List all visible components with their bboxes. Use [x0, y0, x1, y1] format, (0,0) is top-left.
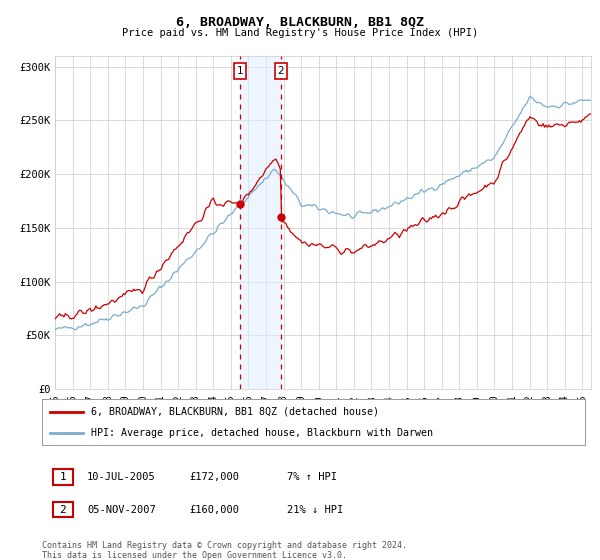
Bar	[240, 56, 281, 389]
Text: Price paid vs. HM Land Registry's House Price Index (HPI): Price paid vs. HM Land Registry's House …	[122, 28, 478, 38]
Text: 1: 1	[59, 472, 67, 482]
Text: 7% ↑ HPI: 7% ↑ HPI	[287, 472, 337, 482]
Text: 21% ↓ HPI: 21% ↓ HPI	[287, 505, 343, 515]
Text: £172,000: £172,000	[189, 472, 239, 482]
Text: 10-JUL-2005: 10-JUL-2005	[87, 472, 156, 482]
Text: Contains HM Land Registry data © Crown copyright and database right 2024.
This d: Contains HM Land Registry data © Crown c…	[42, 541, 407, 560]
Text: 6, BROADWAY, BLACKBURN, BB1 8QZ: 6, BROADWAY, BLACKBURN, BB1 8QZ	[176, 16, 424, 29]
Text: 1: 1	[237, 66, 244, 76]
Text: 2: 2	[277, 66, 284, 76]
Text: HPI: Average price, detached house, Blackburn with Darwen: HPI: Average price, detached house, Blac…	[91, 428, 433, 438]
Text: 6, BROADWAY, BLACKBURN, BB1 8QZ (detached house): 6, BROADWAY, BLACKBURN, BB1 8QZ (detache…	[91, 407, 379, 417]
Text: 2: 2	[59, 505, 67, 515]
Text: 05-NOV-2007: 05-NOV-2007	[87, 505, 156, 515]
Text: £160,000: £160,000	[189, 505, 239, 515]
